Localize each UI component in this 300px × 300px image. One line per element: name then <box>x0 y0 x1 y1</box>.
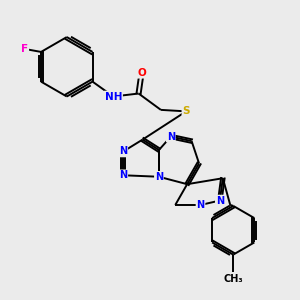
Text: N: N <box>216 196 224 206</box>
Text: N: N <box>119 146 127 157</box>
Text: N: N <box>119 170 127 180</box>
Text: CH₃: CH₃ <box>224 274 243 284</box>
Text: N: N <box>155 172 163 182</box>
Text: S: S <box>182 106 190 116</box>
Text: N: N <box>167 132 175 142</box>
Text: NH: NH <box>105 92 122 101</box>
Text: F: F <box>21 44 28 54</box>
Text: O: O <box>137 68 146 78</box>
Text: N: N <box>196 200 205 210</box>
